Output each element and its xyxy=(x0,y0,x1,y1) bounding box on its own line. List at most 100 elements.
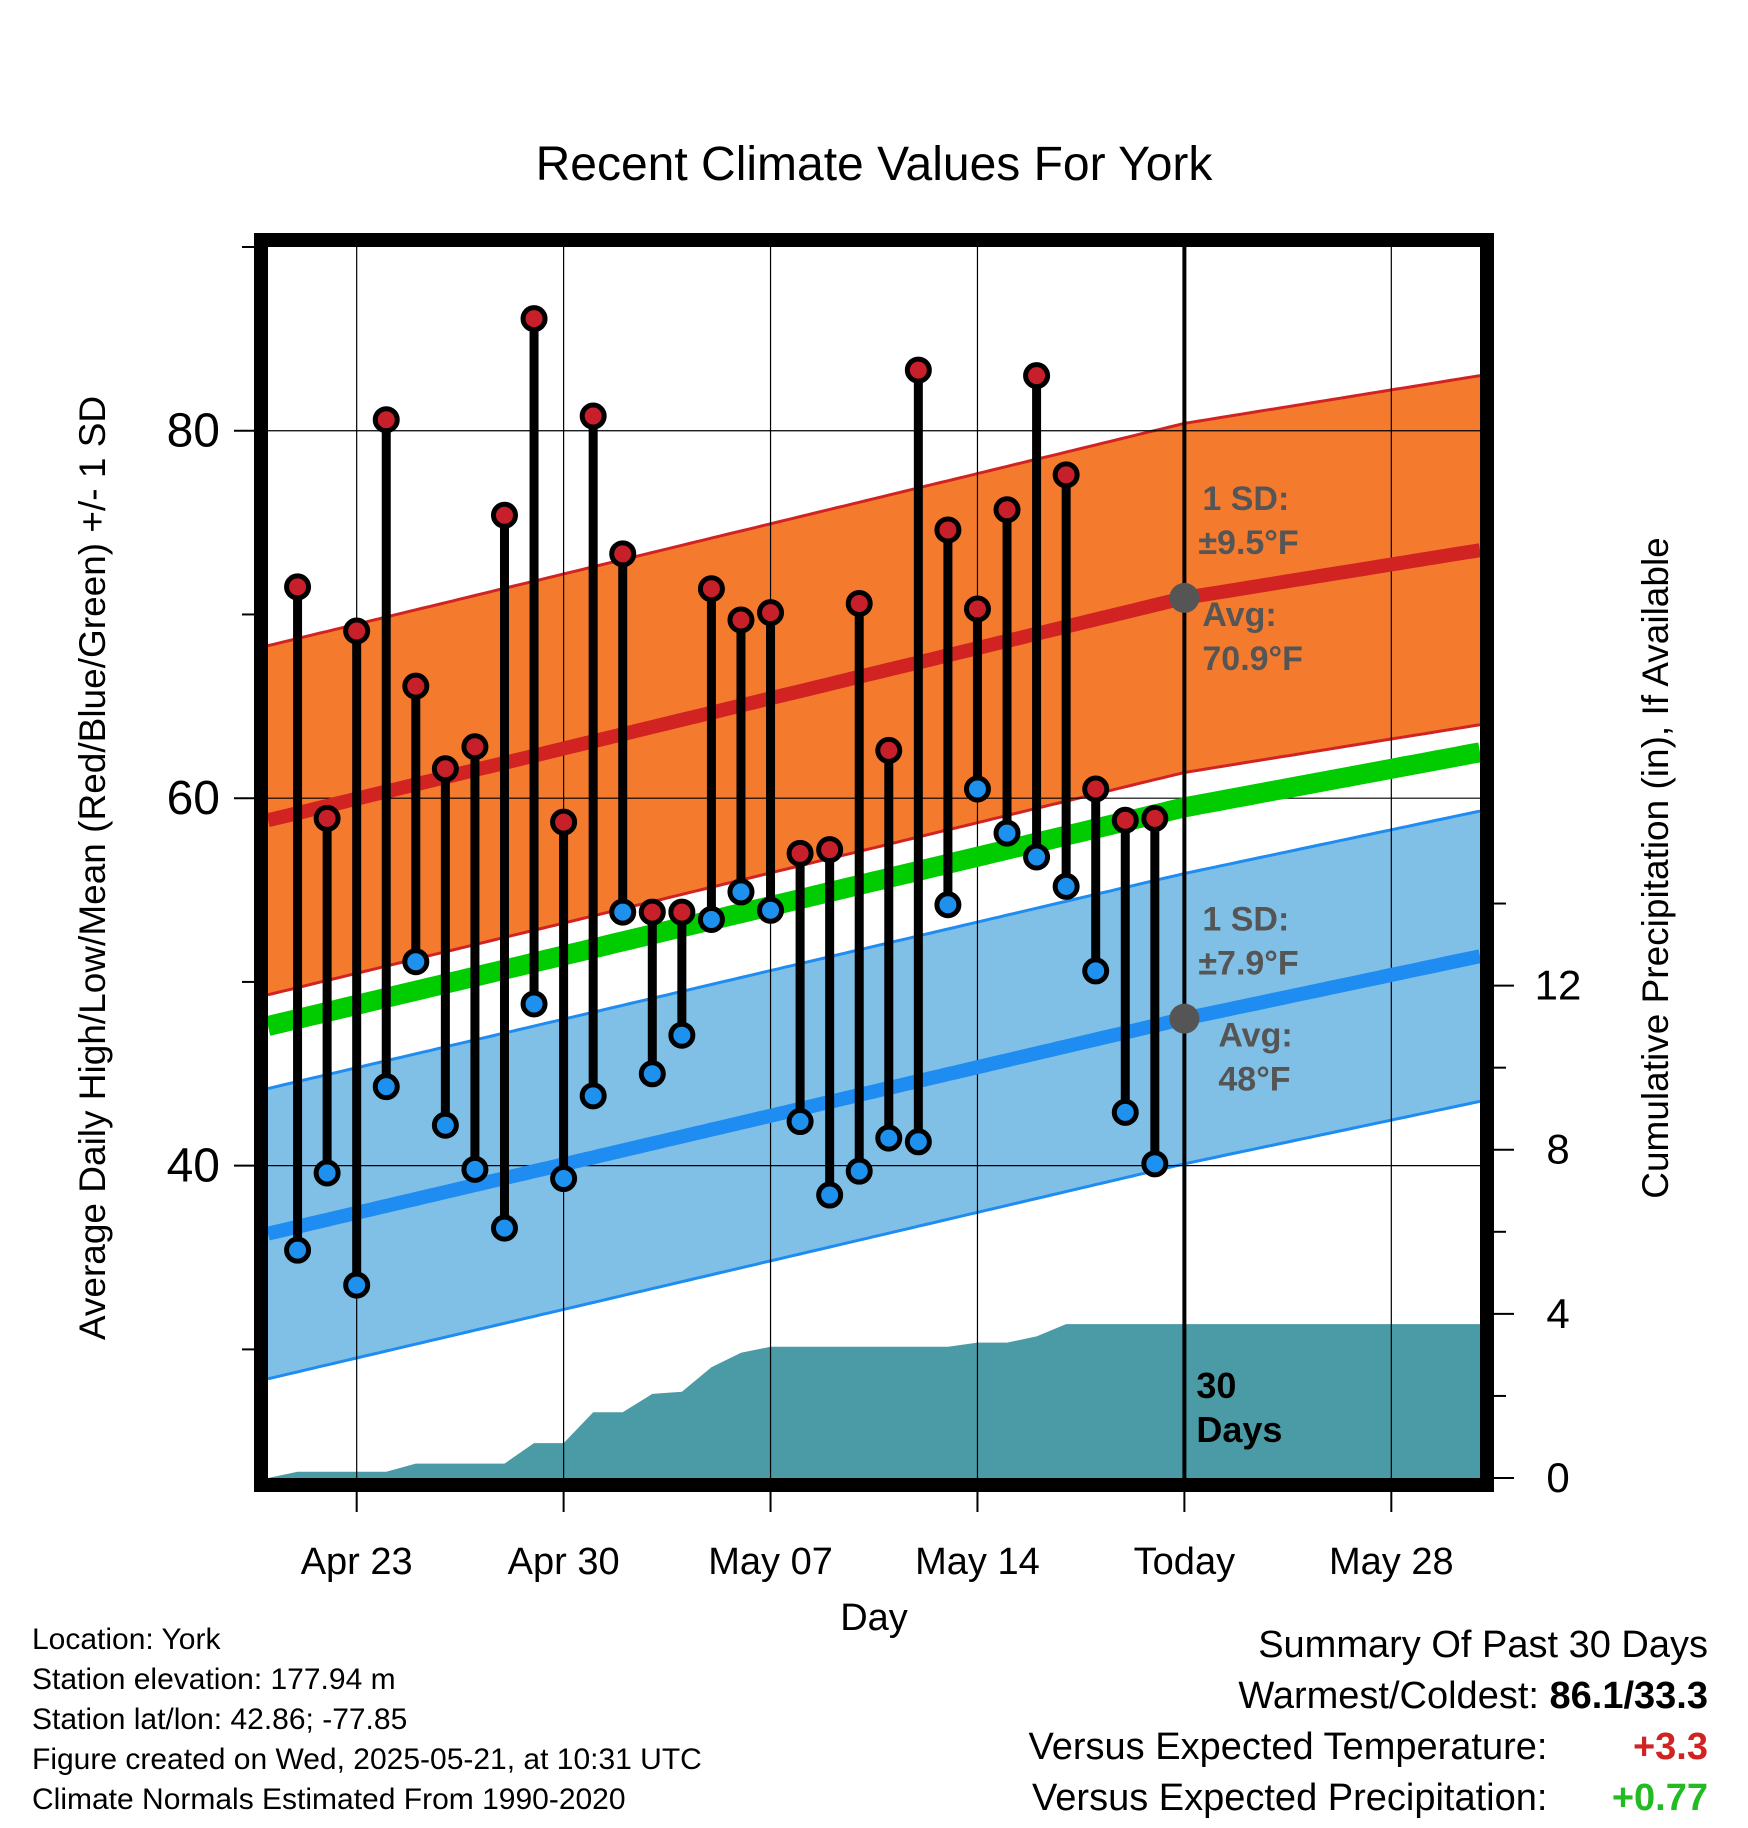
daily-low-point xyxy=(727,878,755,906)
window-label-count: 30 xyxy=(1196,1365,1236,1406)
daily-low-point xyxy=(313,1159,341,1187)
x-axis-label: Day xyxy=(840,1597,908,1639)
daily-low-point xyxy=(904,1128,932,1156)
low-avg-value: 48°F xyxy=(1218,1061,1290,1099)
daily-low-point xyxy=(579,1082,607,1110)
high-avg-label: Avg: xyxy=(1202,596,1276,634)
daily-low-point xyxy=(993,819,1021,847)
x-tick-label-3: May 14 xyxy=(915,1541,1040,1583)
high-sd-label: 1 SD: xyxy=(1202,480,1289,518)
high-avg-value: 70.9°F xyxy=(1202,640,1303,678)
x-tick-label-2: May 07 xyxy=(708,1541,833,1583)
low-avg-label: Avg: xyxy=(1218,1017,1292,1055)
daily-low-point xyxy=(668,1021,696,1049)
daily-low-point xyxy=(1111,1098,1139,1126)
station-info: Location: York Station elevation: 177.94… xyxy=(32,1620,702,1820)
x-tick-label-4: Today xyxy=(1134,1541,1235,1583)
daily-low-point xyxy=(520,990,548,1018)
mean-avg-line xyxy=(268,742,1480,1036)
daily-high-point xyxy=(550,808,578,836)
daily-low-point xyxy=(786,1108,814,1136)
low-band-lower-edge xyxy=(268,1099,1480,1381)
daily-low-point xyxy=(609,898,637,926)
created-text: Figure created on Wed, 2025-05-21, at 10… xyxy=(32,1743,702,1776)
high-band-lower-edge xyxy=(268,723,1480,997)
daily-low-point xyxy=(343,1271,371,1299)
y2-tick-label-1: 4 xyxy=(1546,1290,1569,1337)
y2-axis-label: Cumulative Precipitation (in), If Availa… xyxy=(1635,537,1676,1199)
daily-high-point xyxy=(1141,804,1169,832)
daily-high-point xyxy=(963,595,991,623)
summary-panel: Summary Of Past 30 Days Warmest/Coldest:… xyxy=(1029,1620,1708,1824)
temp-departure-row: Versus Expected Temperature: +3.3 xyxy=(1029,1722,1708,1773)
daily-high-point xyxy=(609,540,637,568)
high-band-upper-edge xyxy=(268,374,1480,648)
temp-departure-label: Versus Expected Temperature: xyxy=(1028,1726,1548,1768)
plot-area: 1 SD: ±9.5°F Avg: 70.9°F 1 SD: ±7.9°F Avg: 48°F… xyxy=(167,233,1581,1583)
daily-high-point xyxy=(461,733,489,761)
daily-high-point xyxy=(1023,362,1051,390)
y2-tick-label-2: 8 xyxy=(1546,1126,1569,1173)
daily-high-point xyxy=(284,573,312,601)
warmest-coldest-row: Warmest/Coldest: 86.1/33.3 xyxy=(1029,1671,1708,1722)
daily-high-point xyxy=(313,804,341,832)
daily-high-point xyxy=(816,836,844,864)
temp-departure-value: +3.3 xyxy=(1632,1726,1708,1768)
daily-high-point xyxy=(1052,461,1080,489)
daily-high-point xyxy=(490,501,518,529)
daily-low-point xyxy=(963,775,991,803)
daily-high-point xyxy=(697,575,725,603)
daily-high-point xyxy=(786,839,814,867)
daily-high-point xyxy=(875,736,903,764)
daily-high-point xyxy=(757,599,785,627)
elevation-text: Station elevation: 177.94 m xyxy=(32,1663,396,1696)
y-axis-label: Average Daily High/Low/Mean (Red/Blue/Gr… xyxy=(72,396,113,1340)
high-sd-value: ±9.5°F xyxy=(1198,524,1298,562)
daily-low-point xyxy=(934,891,962,919)
daily-low-point xyxy=(1082,957,1110,985)
y-tick-label-2: 80 xyxy=(167,405,220,458)
warmest-coldest-value: 86.1/33.3 xyxy=(1549,1675,1708,1717)
daily-high-point xyxy=(1111,806,1139,834)
x-tick-label-1: Apr 30 xyxy=(508,1541,620,1583)
daily-low-point xyxy=(845,1157,873,1185)
normals-text: Climate Normals Estimated From 1990-2020 xyxy=(32,1783,626,1816)
daily-high-point xyxy=(579,402,607,430)
x-tick-label-5: May 28 xyxy=(1329,1541,1454,1583)
daily-low-point xyxy=(757,896,785,924)
daily-high-point xyxy=(520,305,548,333)
daily-low-point xyxy=(490,1214,518,1242)
daily-high-point xyxy=(1082,775,1110,803)
y2-tick-label-0: 0 xyxy=(1546,1454,1569,1501)
daily-low-point xyxy=(1141,1150,1169,1178)
precip-departure-label: Versus Expected Precipitation: xyxy=(1032,1777,1548,1819)
warmest-coldest-label: Warmest/Coldest: xyxy=(1238,1675,1539,1717)
daily-high-point xyxy=(668,898,696,926)
low-sd-label: 1 SD: xyxy=(1202,901,1289,939)
daily-high-point xyxy=(372,406,400,434)
daily-high-point xyxy=(934,516,962,544)
daily-low-point xyxy=(461,1155,489,1183)
daily-high-point xyxy=(431,755,459,783)
low-avg-line xyxy=(268,949,1480,1241)
daily-low-point xyxy=(372,1073,400,1101)
daily-low-point xyxy=(1052,872,1080,900)
summary-title: Summary Of Past 30 Days xyxy=(1258,1624,1708,1666)
daily-high-point xyxy=(638,898,666,926)
x-tick-label-0: Apr 23 xyxy=(301,1541,413,1583)
location-text: Location: York xyxy=(32,1623,221,1656)
daily-low-point xyxy=(550,1165,578,1193)
low-avg-today-marker xyxy=(1169,1003,1200,1034)
daily-low-point xyxy=(875,1124,903,1152)
y-tick-label-1: 60 xyxy=(167,772,220,825)
daily-high-point xyxy=(904,356,932,384)
daily-low-point xyxy=(284,1236,312,1264)
daily-high-point xyxy=(727,606,755,634)
daily-low-point xyxy=(402,948,430,976)
precip-departure-value: +0.77 xyxy=(1611,1777,1708,1819)
daily-high-point xyxy=(993,496,1021,524)
daily-low-point xyxy=(1023,843,1051,871)
latlon-text: Station lat/lon: 42.86; -77.85 xyxy=(32,1703,408,1736)
precip-area xyxy=(268,1324,1480,1478)
precip-departure-row: Versus Expected Precipitation: +0.77 xyxy=(1029,1773,1708,1824)
